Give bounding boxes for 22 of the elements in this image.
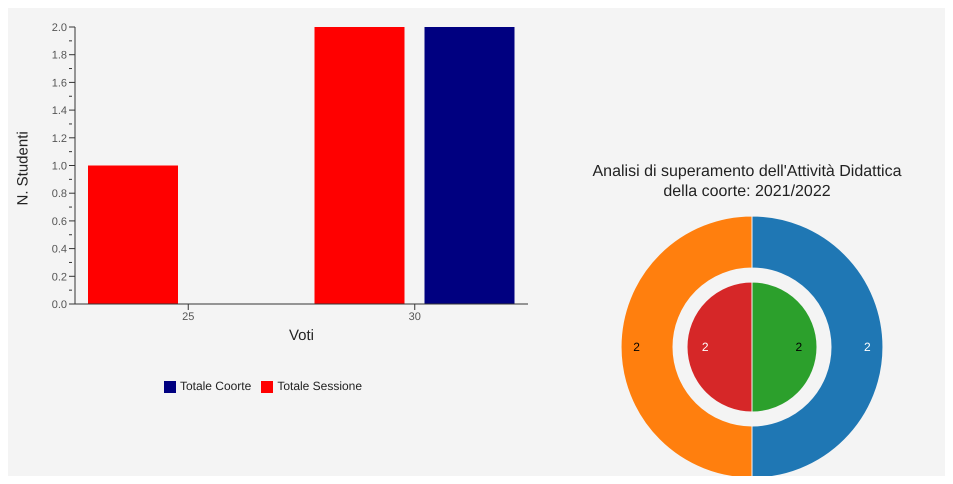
legend-label: Totale Coorte <box>180 379 252 393</box>
data-label: 2 <box>795 340 802 354</box>
y-tick-label: 1.6 <box>52 77 67 90</box>
y-tick-label: 0.6 <box>52 216 67 228</box>
y-tick-label: 0.2 <box>52 271 67 284</box>
y-tick-label: 1.2 <box>52 132 67 145</box>
y-tick-label: 1.4 <box>52 105 67 118</box>
x-tick-label: 30 <box>408 310 421 323</box>
legend-label: Totale Sessione <box>277 379 362 393</box>
chart-title: Analisi di superamento dell'Attività Didattica della coorte: 2021/2022 <box>592 162 902 202</box>
data-label: 2 <box>864 340 872 354</box>
x-tick-label: 25 <box>182 310 194 323</box>
y-tick-label: 2.0 <box>52 22 67 34</box>
data-label: 2 <box>633 340 640 354</box>
y-tick-label: 0.8 <box>52 188 67 200</box>
y-tick-label: 1.8 <box>52 50 67 62</box>
y-axis-title: N. Studenti <box>14 131 32 206</box>
y-tick-label: 0.4 <box>52 244 67 256</box>
y-tick-label: 0.0 <box>52 299 67 311</box>
y-tick-label: 1.0 <box>52 160 67 172</box>
x-axis-title: Voti <box>288 327 314 344</box>
data-label: 2 <box>702 340 709 354</box>
